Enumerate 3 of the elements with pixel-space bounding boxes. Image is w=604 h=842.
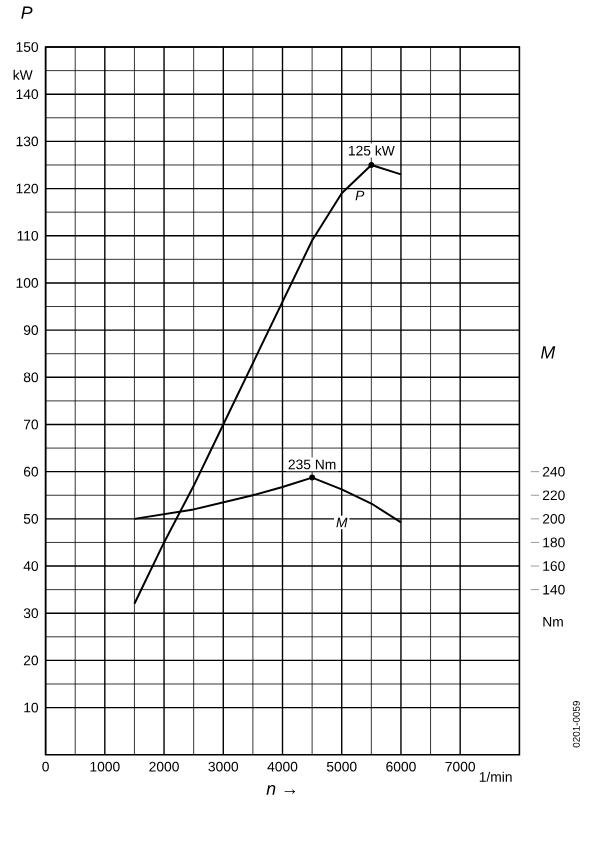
y2-axis-title: M [540, 346, 555, 359]
y-axis-title: P [20, 6, 33, 19]
x-axis-title: n → [266, 785, 295, 795]
